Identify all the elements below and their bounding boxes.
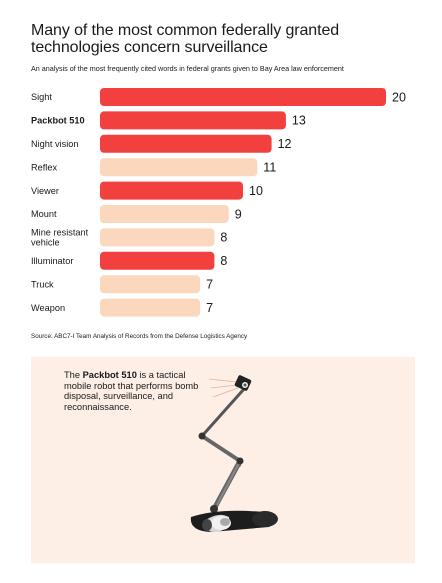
bar-night-vision [100,134,272,153]
category-label-packbot-510: Packbot 510 [31,116,85,126]
bar-mine-resistant-vehicle [100,228,215,247]
value-label-mine-resistant-vehicle: 8 [220,231,227,245]
value-label-mount: 9 [235,207,242,221]
bar-viewer [100,181,243,200]
value-label-viewer: 10 [249,184,263,198]
bar-mount [100,205,229,223]
bar-sight [100,88,386,106]
category-label-weapon: Weapon [31,303,65,313]
bar-chart: Sight 20 Packbot 510 13 Night vision 12 Reflex… [31,88,406,317]
category-label-mount: Mount [31,209,57,219]
bar-reflex [100,158,258,177]
robot-info-panel: The Packbot 510 is a tactical mobile rob… [31,357,415,563]
robot-caption-name: Packbot 510 [82,370,137,380]
bar-weapon [100,298,201,317]
value-label-truck: 7 [206,278,213,292]
bar-illuminator [100,251,215,270]
chart-subtitle: An analysis of the most frequently cited… [31,64,344,73]
category-label-night-vision: Night vision [31,139,79,149]
chart-source: Source: ABC7-I Team Analysis of Records … [31,333,248,340]
category-label-viewer: Viewer [31,186,59,196]
value-label-illuminator: 8 [220,254,227,268]
category-label-mine-resistant-vehicle: Mine resistant vehicle [31,228,89,248]
value-label-packbot-510: 13 [292,114,306,128]
packbot-robot-icon [190,375,278,533]
robot-caption: The Packbot 510 is a tactical mobile rob… [64,370,204,412]
bar-truck [100,275,201,294]
value-label-sight: 20 [392,90,406,104]
category-label-sight: Sight [31,92,52,102]
category-label-reflex: Reflex [31,162,57,172]
robot-caption-text: is a tactical mobile robot that performs… [64,370,199,412]
value-label-weapon: 7 [206,301,213,315]
chart-title: Many of the most common federally grante… [31,22,340,56]
value-label-night-vision: 12 [278,137,292,151]
value-label-reflex: 11 [263,161,276,175]
category-label-truck: Truck [31,279,54,289]
bar-packbot-510 [100,111,286,130]
category-label-illuminator: Illuminator [31,256,73,266]
robot-caption-prefix: The [64,370,83,380]
